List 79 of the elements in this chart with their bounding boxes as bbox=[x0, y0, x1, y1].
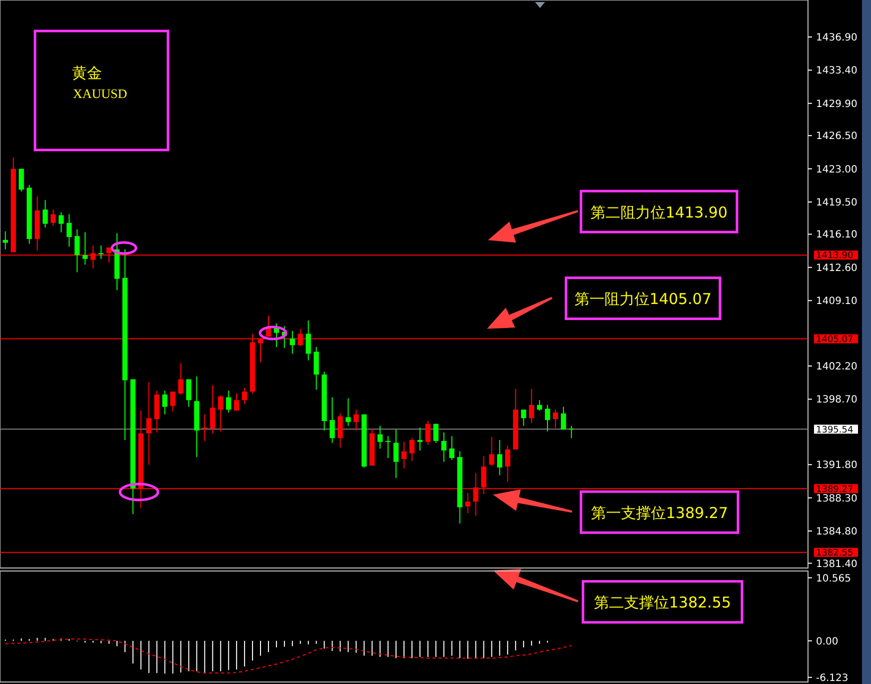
candlestick bbox=[210, 384, 216, 434]
ref-line-label: 1405.07 bbox=[816, 334, 854, 345]
candlestick bbox=[385, 436, 391, 459]
line-series bbox=[4, 638, 572, 674]
candlestick bbox=[178, 362, 184, 395]
candlestick bbox=[489, 436, 494, 466]
candlestick bbox=[560, 406, 566, 430]
candlestick bbox=[162, 390, 168, 415]
ref-line-label: 1382.55 bbox=[816, 548, 854, 559]
y-tick-label: -6.123 bbox=[816, 672, 848, 684]
candlestick bbox=[66, 214, 72, 248]
text: 黄金 bbox=[72, 64, 102, 82]
candlestick bbox=[18, 168, 24, 192]
y-tick-label: 1384.80 bbox=[816, 526, 858, 538]
candlestick bbox=[465, 492, 470, 514]
candlestick bbox=[401, 441, 407, 469]
candlestick bbox=[98, 245, 104, 260]
ref-line-label: 1413.90 bbox=[816, 251, 854, 262]
y-tick-label: 1416.10 bbox=[816, 230, 858, 241]
candlestick bbox=[497, 439, 502, 476]
candlestick bbox=[170, 391, 176, 412]
y-tick-label: 1419.50 bbox=[816, 197, 858, 208]
candlestick bbox=[433, 423, 438, 444]
candlestick bbox=[218, 394, 224, 432]
candlestick bbox=[528, 388, 534, 424]
candlestick bbox=[330, 396, 335, 444]
text: XAUUSD bbox=[73, 86, 128, 101]
candlestick bbox=[82, 232, 88, 266]
candlestick bbox=[409, 438, 415, 462]
annotation: 第二支撑位1382.55 bbox=[594, 594, 732, 612]
y-tick-label: 1429.90 bbox=[816, 98, 858, 110]
y-tick-label: 10.565 bbox=[816, 573, 851, 584]
candlestick bbox=[274, 322, 280, 348]
candlestick bbox=[306, 320, 311, 361]
y-tick-label: 0.00 bbox=[816, 636, 838, 648]
candlestick bbox=[74, 228, 80, 273]
candlestick bbox=[234, 393, 240, 412]
candlestick bbox=[536, 400, 542, 412]
candlestick bbox=[202, 414, 208, 442]
candlestick bbox=[544, 404, 550, 432]
candlestick bbox=[226, 390, 232, 413]
ref-line-label: 1389.27 bbox=[816, 484, 854, 495]
ref-line-label: 1395.54 bbox=[816, 425, 854, 436]
candlestick bbox=[393, 429, 399, 478]
annotation: 第一阻力位1405.07 bbox=[574, 290, 712, 308]
candlestick bbox=[377, 425, 383, 450]
candlestick bbox=[552, 409, 558, 428]
candlestick bbox=[417, 427, 423, 451]
candlestick bbox=[42, 200, 48, 228]
candlestick bbox=[568, 425, 574, 439]
candlestick bbox=[354, 409, 359, 432]
candlestick bbox=[441, 432, 446, 462]
candlestick bbox=[520, 409, 526, 426]
candlestick bbox=[186, 378, 192, 408]
candlestick bbox=[425, 420, 431, 446]
y-tick-label: 1391.80 bbox=[816, 460, 858, 472]
candlestick bbox=[314, 346, 319, 390]
candlestick bbox=[242, 387, 248, 404]
candlestick bbox=[290, 330, 295, 354]
candlestick bbox=[449, 436, 454, 460]
candlestick bbox=[58, 212, 64, 233]
y-tick-label: 1402.20 bbox=[816, 362, 858, 373]
y-tick-label: 1433.40 bbox=[816, 66, 858, 77]
y-tick-label: 1436.90 bbox=[816, 32, 858, 44]
candlestick bbox=[2, 230, 8, 250]
annotation: 第一支撑位1389.27 bbox=[590, 504, 728, 522]
y-tick-label: 1426.50 bbox=[816, 131, 858, 142]
y-tick-label: 1381.40 bbox=[816, 558, 858, 570]
y-tick-label: 1412.60 bbox=[816, 262, 858, 274]
y-tick-label: 1409.10 bbox=[816, 296, 858, 308]
candlestick bbox=[346, 398, 351, 426]
y-tick-label: 1388.30 bbox=[816, 493, 858, 504]
candlestick bbox=[338, 412, 343, 448]
y-tick-label: 1423.00 bbox=[816, 164, 858, 176]
annotation: 第二阻力位1413.90 bbox=[590, 203, 728, 222]
candlestick bbox=[505, 445, 510, 482]
candlestick bbox=[146, 382, 152, 466]
candlestick bbox=[50, 209, 56, 226]
y-tick-label: 1398.70 bbox=[816, 394, 858, 406]
